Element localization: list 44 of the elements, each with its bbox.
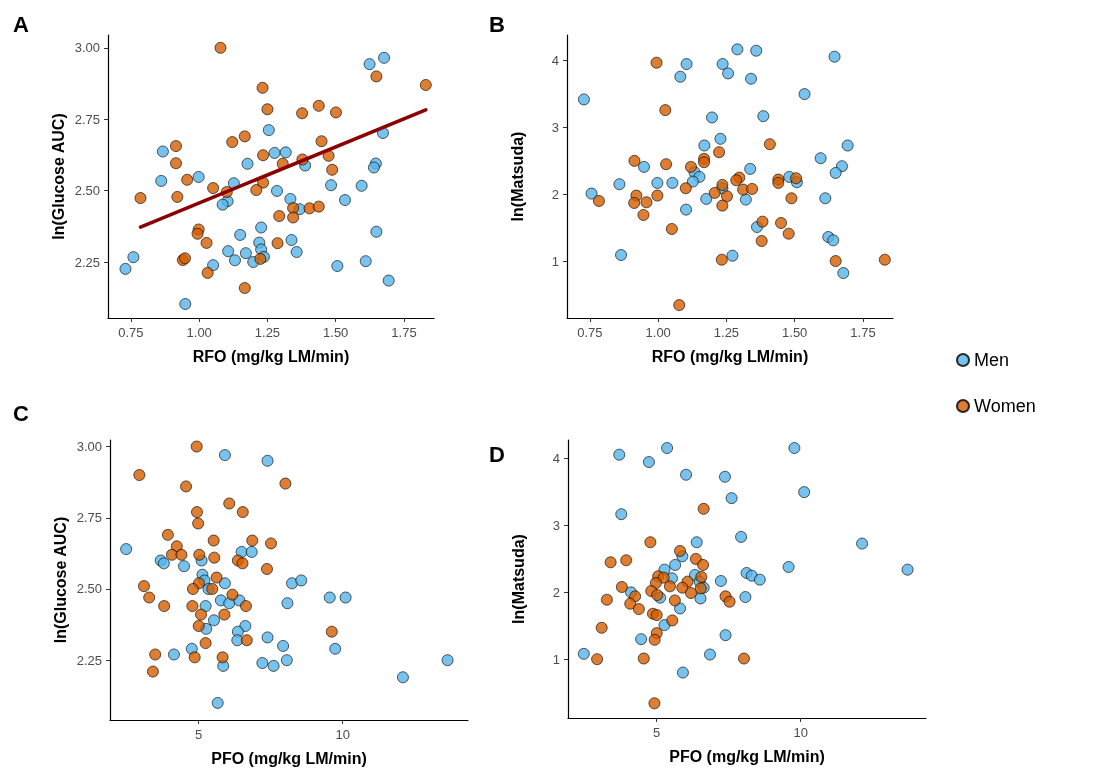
x-tick-label: 0.75 [577,325,603,340]
y-axis-title: ln(Matsuda) [509,534,527,624]
y-tick-label: 2.50 [74,183,100,199]
y-tick-label: 2.50 [76,581,102,597]
y-tick-label: 4 [552,451,560,467]
x-axis-title: RFO (mg/kg LM/min) [651,347,809,365]
x-tick-label: 5 [653,725,661,740]
x-tick-label: 1.25 [254,325,281,340]
x-tick-label: 1.50 [323,325,349,340]
y-axis-title: ln(Glucose AUC) [51,516,69,644]
y-tick-label: 3 [552,518,560,534]
x-tick-label: 1.50 [782,325,808,340]
x-tick-label: 1.75 [391,325,417,340]
legend-label: Women [974,396,1036,416]
y-tick-label: 3 [551,119,559,135]
y-axis-title: ln(Matsuda) [508,131,526,222]
chart-title: D [489,441,505,467]
y-tick-label: 2.75 [76,510,102,526]
y-tick-label: 2.25 [76,652,102,668]
x-tick-label: 1.00 [186,325,212,340]
x-tick-label: 10 [793,725,808,740]
x-axis-title: RFO (mg/kg LM/min) [192,347,350,365]
x-axis-title: PFO (mg/kg LM/min) [211,749,367,767]
y-tick-label: 3.00 [76,439,102,455]
x-tick-label: 1.00 [645,325,671,340]
chart-title: B [489,11,505,37]
x-tick-label: 5 [195,727,203,742]
x-tick-label: 1.75 [850,325,876,340]
y-axis-title: ln(Glucose AUC) [49,113,67,240]
y-tick-label: 2 [552,584,560,600]
y-tick-label: 1 [552,651,560,667]
x-tick-label: 10 [335,727,350,742]
y-tick-label: 2.25 [74,254,100,270]
x-axis-title: PFO (mg/kg LM/min) [669,747,825,765]
x-tick-label: 0.75 [118,325,144,340]
y-tick-label: 4 [551,53,559,69]
legend-label: Men [974,350,1010,370]
x-tick-label: 1.25 [713,325,740,340]
y-tick-label: 2 [551,186,559,202]
y-tick-label: 3.00 [74,40,100,56]
y-tick-label: 1 [551,253,559,269]
chart-title: C [13,400,29,426]
y-tick-label: 2.75 [74,111,100,127]
chart-title: A [13,11,29,37]
